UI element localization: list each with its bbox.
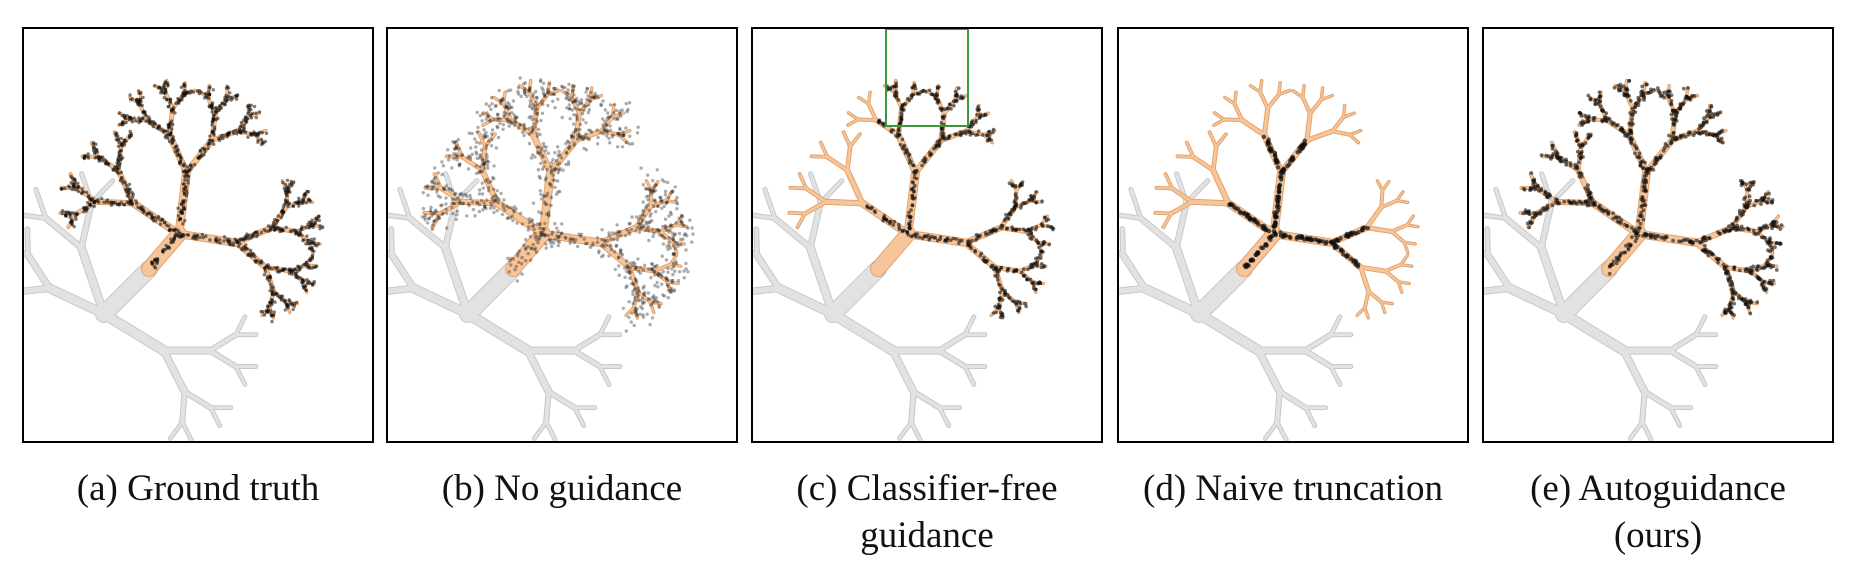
target-class-tree (1153, 78, 1420, 320)
panel-e (1482, 27, 1834, 443)
caption-d: (d) Naive truncation (1103, 465, 1483, 512)
tree-plot-d (1119, 78, 1420, 441)
other-class-tree (1484, 171, 1719, 441)
other-class-tree (388, 171, 623, 441)
target-class-tree (422, 78, 689, 320)
sample-points (865, 81, 1056, 320)
sample-points (1521, 79, 1784, 317)
sample-points (59, 80, 325, 324)
caption-c-line-1: (c) Classifier-free (796, 468, 1058, 509)
panel-d (1117, 27, 1469, 443)
target-class-tree (58, 78, 325, 320)
caption-b-line-1: (b) No guidance (441, 468, 683, 509)
tree-plot-b (388, 76, 695, 441)
caption-e-line-2: (ours) (1613, 515, 1703, 556)
sample-points (1227, 134, 1370, 270)
other-class-tree (24, 171, 259, 441)
caption-c: (c) Classifier-free guidance (737, 465, 1117, 559)
other-class-tree (1119, 171, 1354, 441)
caption-a-line-1: (a) Ground truth (76, 468, 320, 509)
tree-plot-e (1484, 78, 1785, 441)
caption-d-line-1: (d) Naive truncation (1143, 468, 1443, 509)
caption-b: (b) No guidance (372, 465, 752, 512)
panel-a (22, 27, 374, 443)
caption-e: (e) Autoguidance (ours) (1468, 465, 1848, 559)
tree-plot-a (24, 78, 325, 441)
caption-e-line-1: (e) Autoguidance (1530, 468, 1786, 509)
caption-a: (a) Ground truth (8, 465, 388, 512)
sample-points (420, 76, 695, 333)
tree-plot-c (753, 29, 1056, 441)
other-class-tree (753, 171, 988, 441)
target-class-tree (787, 78, 1054, 320)
caption-c-line-2: guidance (860, 515, 994, 556)
panel-c (751, 27, 1103, 443)
panel-b (386, 27, 738, 443)
zoom-highlight-box (885, 29, 969, 127)
